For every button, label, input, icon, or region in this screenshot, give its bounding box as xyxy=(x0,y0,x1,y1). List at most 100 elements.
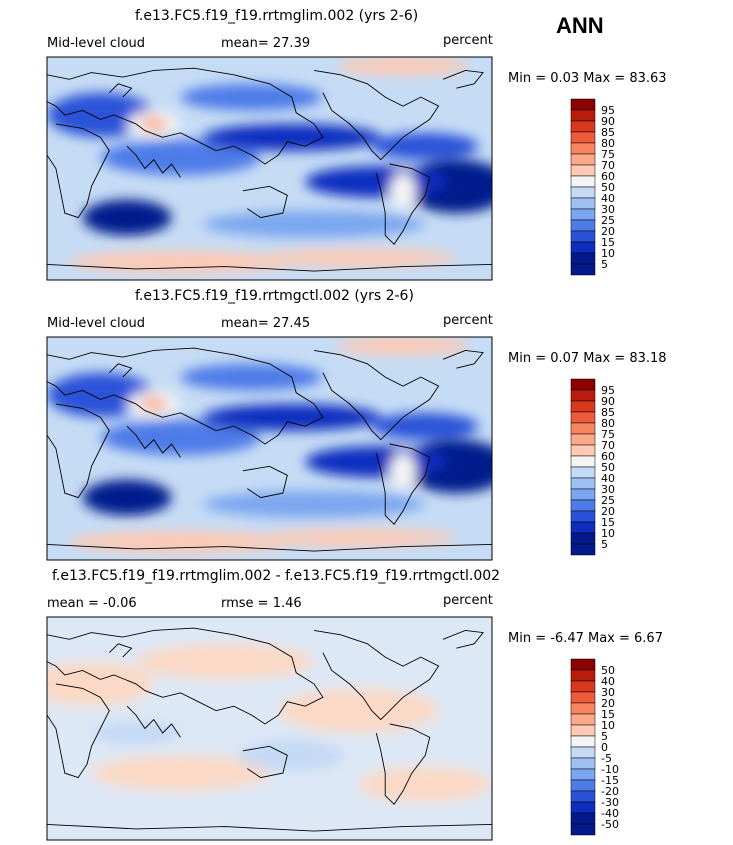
colorbar-swatch xyxy=(570,812,596,825)
field-blob xyxy=(202,210,426,238)
colorbar-tick-label: 75 xyxy=(601,148,615,161)
field-blob xyxy=(82,199,172,236)
colorbar-swatch xyxy=(570,109,596,122)
colorbar-tick-label: 5 xyxy=(601,730,608,743)
field-blob xyxy=(100,419,261,456)
field-blob xyxy=(91,721,181,745)
coastline xyxy=(442,349,484,369)
panel-1-minmax: Min = 0.03 Max = 83.63 xyxy=(508,71,667,86)
colorbar-swatch xyxy=(570,669,596,682)
colorbar-swatch xyxy=(570,378,596,391)
field-blob xyxy=(91,755,270,791)
map-frame xyxy=(46,616,493,841)
colorbar-swatch xyxy=(570,680,596,693)
colorbar-tick-label: 20 xyxy=(601,225,615,238)
panel-1-variable: Mid-level cloud xyxy=(47,36,146,51)
field-blob xyxy=(260,528,457,547)
colorbar-tick-label: 15 xyxy=(601,708,615,721)
colorbar-swatch xyxy=(570,713,596,726)
colorbar-swatch xyxy=(570,433,596,446)
coastline xyxy=(47,403,110,499)
field-blob xyxy=(140,397,168,411)
colorbar-swatch xyxy=(570,186,596,199)
colorbar-swatch xyxy=(570,422,596,435)
field-blob xyxy=(238,739,346,771)
panel-1-mean: mean= 27.39 xyxy=(221,36,311,51)
panel-2-mean: mean= 27.45 xyxy=(221,316,311,331)
colorbar-swatch xyxy=(570,746,596,759)
field-blob xyxy=(180,363,323,391)
coastline xyxy=(47,543,492,552)
field-blob xyxy=(336,57,470,75)
coastline xyxy=(47,627,324,725)
colorbar-swatch xyxy=(570,230,596,243)
coastline xyxy=(108,363,133,378)
coastline xyxy=(47,123,110,219)
colorbar-tick-label: 60 xyxy=(601,450,615,463)
field-blob xyxy=(82,479,172,516)
coastline xyxy=(313,629,440,721)
colorbar-swatch xyxy=(570,219,596,232)
colorbar-tick-label: -10 xyxy=(601,763,619,776)
colorbar-swatch xyxy=(570,197,596,210)
colorbar-tick-label: 25 xyxy=(601,214,615,227)
colorbar-swatch xyxy=(570,510,596,523)
colorbar-swatch xyxy=(570,411,596,424)
colorbar-tick-label: 70 xyxy=(601,159,615,172)
coastline xyxy=(313,349,440,441)
field-blob xyxy=(358,766,492,803)
colorbar-tick-label: 25 xyxy=(601,494,615,507)
colorbar-swatch xyxy=(570,801,596,814)
colorbar-swatch xyxy=(570,120,596,133)
coastline xyxy=(47,823,492,832)
coastline xyxy=(47,683,110,779)
coastline xyxy=(242,745,288,779)
colorbar-tick-label: 5 xyxy=(601,538,608,551)
colorbar-tick-label: 75 xyxy=(601,428,615,441)
colorbar-tick-label: -5 xyxy=(601,752,612,765)
colorbar-tick-label: 20 xyxy=(601,505,615,518)
colorbar-tick-label: 30 xyxy=(601,686,615,699)
colorbar-tick-label: 85 xyxy=(601,126,615,139)
colorbar-swatch xyxy=(570,724,596,737)
colorbar-swatch xyxy=(570,389,596,402)
field-blob xyxy=(47,92,154,138)
colorbar-tick-label: 30 xyxy=(601,203,615,216)
colorbar-tick-label: 10 xyxy=(601,247,615,260)
field-blob xyxy=(202,490,426,518)
field-blob xyxy=(389,452,417,489)
colorbar-swatch xyxy=(570,757,596,770)
colorbar-swatch xyxy=(570,823,596,836)
colorbar-tick-label: 60 xyxy=(601,170,615,183)
colorbar-tick-label: 80 xyxy=(601,417,615,430)
field-blob xyxy=(260,248,457,267)
colorbar-tick-label: 0 xyxy=(601,741,608,754)
coastline xyxy=(47,263,492,272)
colorbar-tick-label: 40 xyxy=(601,675,615,688)
panel-2-minmax: Min = 0.07 Max = 83.18 xyxy=(508,351,667,366)
colorbar-tick-label: -40 xyxy=(601,807,619,820)
coastline xyxy=(313,69,440,161)
coastline xyxy=(108,83,133,98)
coastline xyxy=(442,629,484,649)
colorbar-swatch xyxy=(570,142,596,155)
coastline xyxy=(126,145,181,178)
colorbar-swatch xyxy=(570,241,596,254)
colorbar-tick-label: 15 xyxy=(601,516,615,529)
coastline xyxy=(47,347,324,445)
coastline xyxy=(242,185,288,219)
colorbar-tick-label: 50 xyxy=(601,461,615,474)
colorbar-swatch xyxy=(570,98,596,111)
coastline xyxy=(375,723,431,806)
map-panel-2 xyxy=(47,337,492,560)
colorbar-swatch xyxy=(570,175,596,188)
colorbar-tick-label: 80 xyxy=(601,137,615,150)
colorbar-tick-label: 90 xyxy=(601,395,615,408)
panel-2-unit: percent xyxy=(443,313,493,328)
colorbar-swatch xyxy=(570,263,596,276)
panel-2-variable: Mid-level cloud xyxy=(47,316,146,331)
colorbar-tick-label: -30 xyxy=(601,796,619,809)
colorbar-swatch xyxy=(570,735,596,748)
colorbar-tick-label: 85 xyxy=(601,406,615,419)
colorbar-tick-label: 15 xyxy=(601,236,615,249)
